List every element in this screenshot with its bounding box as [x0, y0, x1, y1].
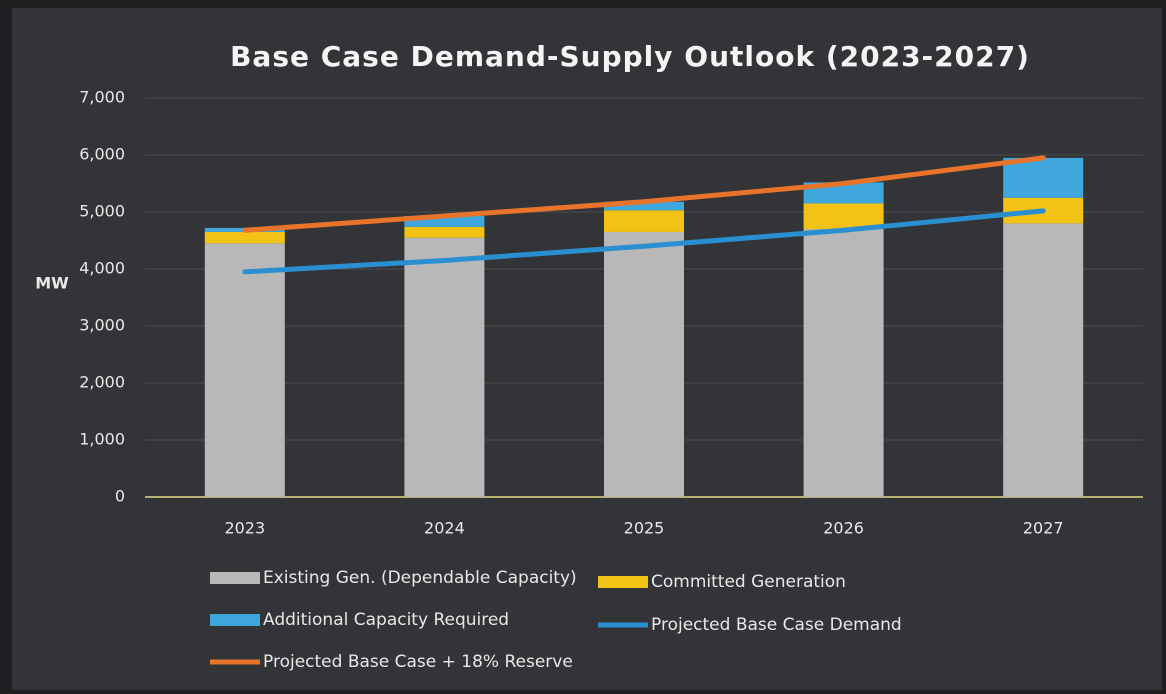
x-tick-label: 2027	[1023, 519, 1064, 538]
legend-label: Projected Base Case + 18% Reserve	[263, 652, 573, 672]
bar-segment	[1003, 157, 1084, 198]
y-tick-label: 5,000	[79, 202, 125, 221]
bar-segment	[604, 231, 684, 497]
y-tick-label: 3,000	[79, 316, 125, 335]
y-tick-label: 4,000	[79, 259, 125, 278]
legend-swatch	[210, 614, 260, 626]
y-tick-label: 0	[115, 487, 125, 506]
bar-segment	[204, 243, 285, 497]
x-tick-label: 2026	[823, 519, 864, 538]
legend-label: Projected Base Case Demand	[651, 615, 902, 635]
x-tick-label: 2024	[424, 519, 465, 538]
legend-label: Additional Capacity Required	[263, 610, 509, 630]
y-tick-label: 2,000	[79, 373, 125, 392]
legend-swatch	[210, 572, 260, 584]
legend-label: Committed Generation	[651, 572, 846, 592]
bar-segment	[604, 201, 684, 211]
line-series	[242, 208, 1046, 275]
y-tick-label: 1,000	[79, 430, 125, 449]
x-tick-label: 2023	[224, 519, 265, 538]
bar-segment	[404, 226, 485, 238]
bar-segment	[803, 203, 884, 230]
x-tick-label: 2025	[624, 519, 665, 538]
bar-segment	[803, 229, 884, 497]
line-series	[242, 155, 1046, 233]
y-tick-label: 7,000	[79, 88, 125, 107]
bar-segment	[404, 215, 485, 227]
bar-segment	[204, 231, 285, 244]
y-axis-label: MW	[35, 274, 69, 293]
legend-swatch	[598, 576, 648, 588]
bar-segment	[604, 210, 684, 232]
legend-label: Existing Gen. (Dependable Capacity)	[263, 568, 577, 588]
bar-segment	[404, 237, 485, 497]
bar-segment	[1003, 223, 1084, 497]
y-tick-label: 6,000	[79, 145, 125, 164]
chart-background	[12, 8, 1162, 690]
chart-title: Base Case Demand-Supply Outlook (2023-20…	[230, 40, 1030, 73]
